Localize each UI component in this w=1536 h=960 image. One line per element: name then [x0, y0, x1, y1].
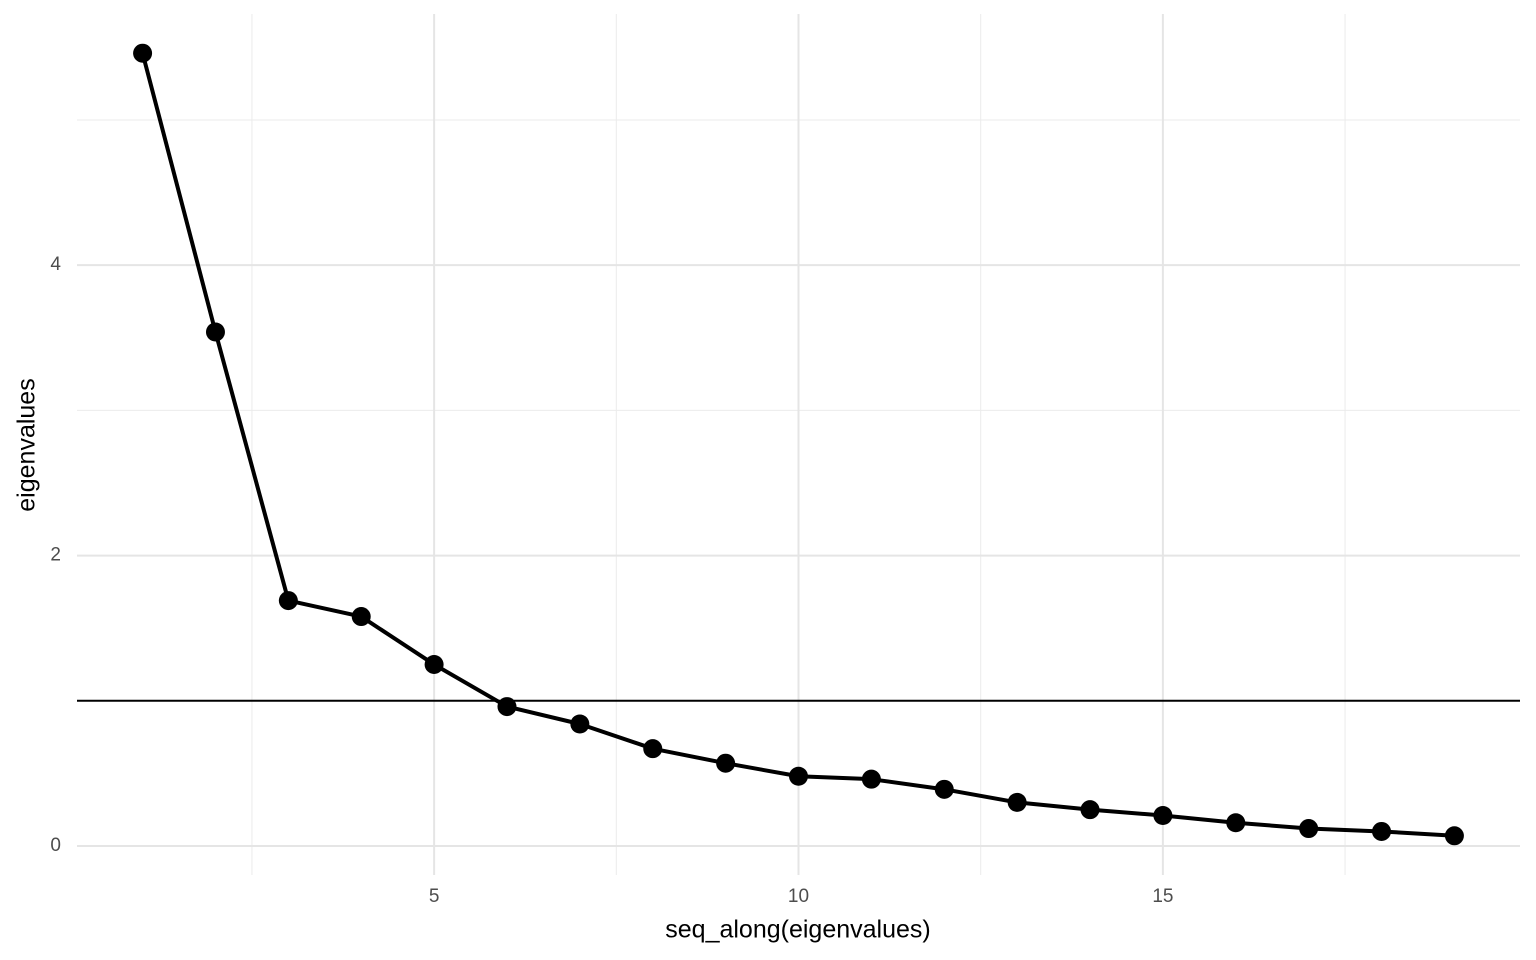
y-tick-label: 0 — [50, 835, 61, 856]
point — [1007, 792, 1027, 812]
point — [1444, 826, 1464, 846]
y-tick-label: 2 — [50, 545, 61, 566]
x-tick-label: 10 — [788, 886, 809, 907]
point — [424, 654, 444, 674]
point — [861, 769, 881, 789]
y-axis-title: eigenvalues — [13, 378, 41, 511]
point — [1372, 821, 1392, 841]
point — [205, 322, 225, 342]
point — [570, 714, 590, 734]
point — [643, 739, 663, 759]
x-tick-label: 15 — [1152, 886, 1173, 907]
point — [716, 753, 736, 773]
point — [351, 607, 371, 627]
point — [278, 591, 298, 611]
point — [789, 766, 808, 786]
point — [1080, 800, 1100, 820]
x-axis-title: seq_along(eigenvalues) — [665, 916, 930, 944]
point — [1153, 805, 1173, 825]
point — [133, 43, 153, 63]
point — [1226, 813, 1246, 833]
x-tick-label: 5 — [429, 886, 440, 907]
point — [1299, 819, 1319, 839]
y-tick-label: 4 — [50, 254, 61, 275]
point — [934, 779, 954, 799]
point — [497, 697, 517, 717]
